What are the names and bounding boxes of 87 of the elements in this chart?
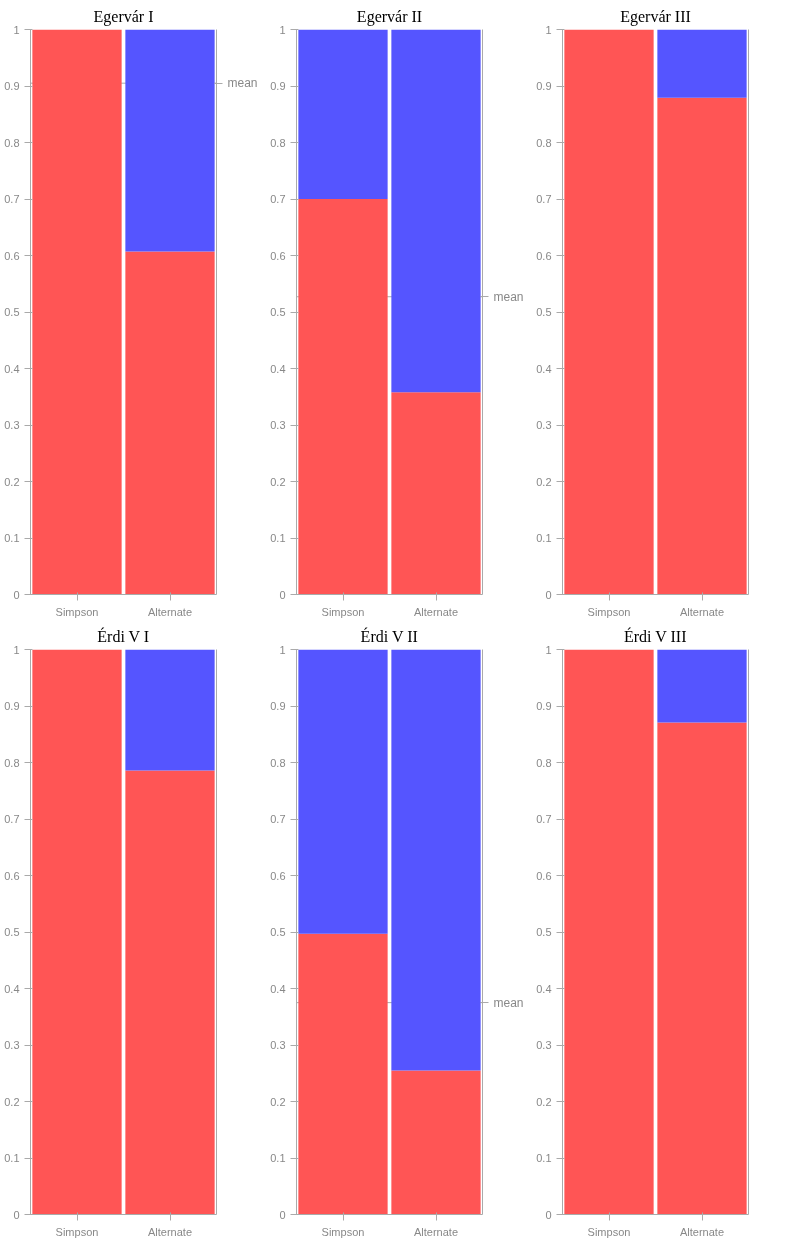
x-tick-label: Simpson [55,605,99,618]
y-tick-label: 0 [545,588,552,601]
y-tick-label: 0.4 [4,362,20,375]
chart-title: Egervár II [356,7,423,26]
y-tick-label: 0 [13,588,20,601]
y-tick-label: 0.1 [270,1152,286,1164]
y-tick-label: 0.9 [536,700,552,712]
y-tick-label: 0.6 [4,249,20,262]
y-tick-label: 0 [545,1208,552,1221]
y-tick-label: 0.4 [270,982,286,995]
y-tick-label: 0.2 [4,1095,20,1108]
y-tick-label: 0.3 [4,419,20,431]
y-tick-label: 0.1 [536,532,552,544]
y-tick-label: 0.5 [270,926,286,938]
y-tick-label: 0.9 [4,80,20,92]
x-tick-label: Alternate [413,605,459,618]
y-tick-label: 1 [545,23,552,36]
y-tick-label: 0.4 [536,362,552,375]
y-tick-label: 0.1 [4,1152,20,1164]
y-tick-label: 0.7 [270,193,286,205]
y-tick-label: 0.1 [4,532,20,544]
ref-line-label: mean [493,995,524,1010]
y-tick-label: 0.4 [4,982,20,995]
y-tick-label: 0.2 [270,475,286,488]
y-tick-label: 0.2 [536,1095,552,1108]
y-tick-label: 1 [545,643,552,656]
x-tick-label: Alternate [679,605,725,618]
chart-title: Érdi V II [360,626,418,645]
y-tick-label: 0.8 [536,136,552,149]
x-tick-label: Alternate [147,605,193,618]
y-tick-label: 0 [279,588,286,601]
x-tick-label: Alternate [679,1225,725,1238]
chart-title: Érdi V I [97,626,150,645]
y-tick-label: 0.1 [270,532,286,544]
y-tick-label: 0.5 [536,306,552,318]
y-tick-label: 0.6 [536,869,552,882]
y-tick-label: 0 [279,1208,286,1221]
chart-title: Érdi V III [623,626,687,645]
y-tick-label: 1 [13,643,20,656]
y-tick-label: 0.3 [4,1039,20,1051]
y-tick-label: 0.8 [270,136,286,149]
y-tick-label: 0.5 [536,926,552,938]
y-tick-label: 1 [13,23,20,36]
x-tick-label: Simpson [55,1225,99,1238]
x-tick-label: Simpson [321,1225,365,1238]
y-tick-label: 0 [13,1208,20,1221]
y-tick-label: 0.9 [536,80,552,92]
y-tick-label: 0.8 [536,756,552,769]
y-tick-label: 0.3 [536,1039,552,1051]
y-tick-label: 0.3 [536,419,552,431]
x-tick-label: Simpson [587,1225,631,1238]
y-tick-label: 0.1 [536,1152,552,1164]
x-tick-label: Alternate [413,1225,459,1238]
y-tick-label: 0.2 [536,475,552,488]
y-tick-label: 0.5 [4,926,20,938]
y-tick-label: 0.6 [536,249,552,262]
y-tick-label: 0.6 [270,249,286,262]
y-tick-label: 0.8 [4,756,20,769]
x-tick-label: Simpson [321,605,365,618]
y-tick-label: 0.6 [4,869,20,882]
y-tick-label: 1 [279,23,286,36]
y-tick-label: 0.7 [536,193,552,205]
chart-title: Egervár I [93,7,154,26]
y-tick-label: 0.7 [270,813,286,825]
y-tick-label: 0.9 [270,700,286,712]
chart-title: Egervár III [620,7,691,26]
y-tick-label: 0.6 [270,869,286,882]
y-tick-label: 0.3 [270,1039,286,1051]
ref-line-label: mean [227,76,258,91]
y-tick-label: 0.4 [270,362,286,375]
y-tick-label: 0.4 [536,982,552,995]
y-tick-label: 0.7 [4,813,20,825]
y-tick-label: 0.9 [270,80,286,92]
y-tick-label: 0.9 [4,700,20,712]
y-tick-label: 0.5 [4,306,20,318]
y-tick-label: 0.5 [270,306,286,318]
y-tick-label: 0.8 [4,136,20,149]
y-tick-label: 1 [279,643,286,656]
x-tick-label: Simpson [587,605,631,618]
y-tick-label: 0.7 [4,193,20,205]
y-tick-label: 0.2 [270,1095,286,1108]
y-tick-label: 0.2 [4,475,20,488]
ref-line-label: mean [493,289,524,304]
x-tick-label: Alternate [147,1225,193,1238]
y-tick-label: 0.7 [536,813,552,825]
y-tick-label: 0.3 [270,419,286,431]
y-tick-label: 0.8 [270,756,286,769]
